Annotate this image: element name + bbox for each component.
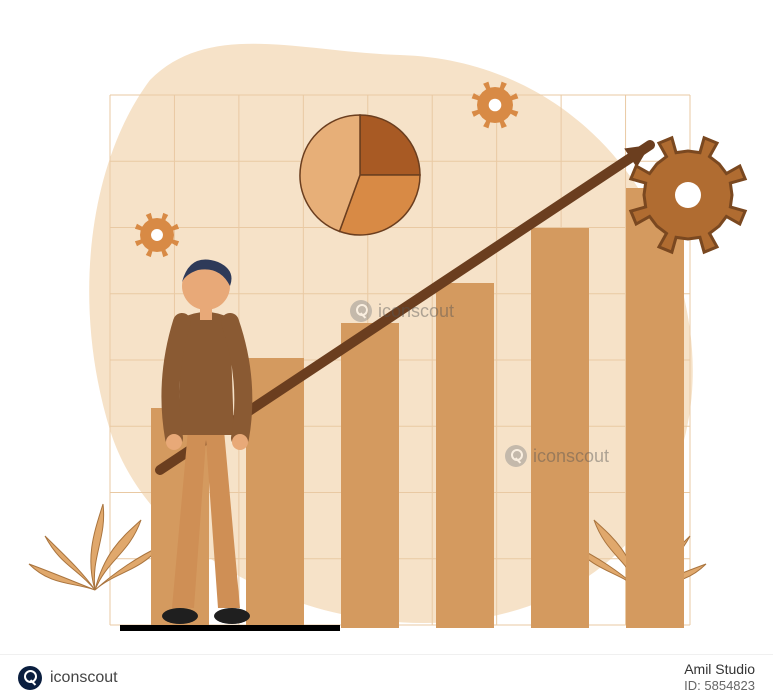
watermark-text: iconscout bbox=[378, 301, 454, 322]
watermark: iconscout bbox=[350, 300, 454, 322]
watermark: iconscout bbox=[505, 445, 609, 467]
footer-brand: iconscout bbox=[18, 666, 118, 690]
watermark-text: iconscout bbox=[533, 446, 609, 467]
author-label: Amil Studio bbox=[684, 660, 755, 678]
footer-meta: Amil Studio ID: 5854823 bbox=[684, 660, 755, 695]
illustration-canvas bbox=[0, 0, 773, 700]
search-icon bbox=[505, 445, 527, 467]
brand-label: iconscout bbox=[50, 669, 118, 687]
iconscout-logo-icon bbox=[18, 666, 42, 690]
search-icon bbox=[350, 300, 372, 322]
pie-chart bbox=[300, 115, 420, 235]
asset-id-label: ID: 5854823 bbox=[684, 678, 755, 695]
footer-bar: iconscout Amil Studio ID: 5854823 bbox=[0, 654, 773, 700]
